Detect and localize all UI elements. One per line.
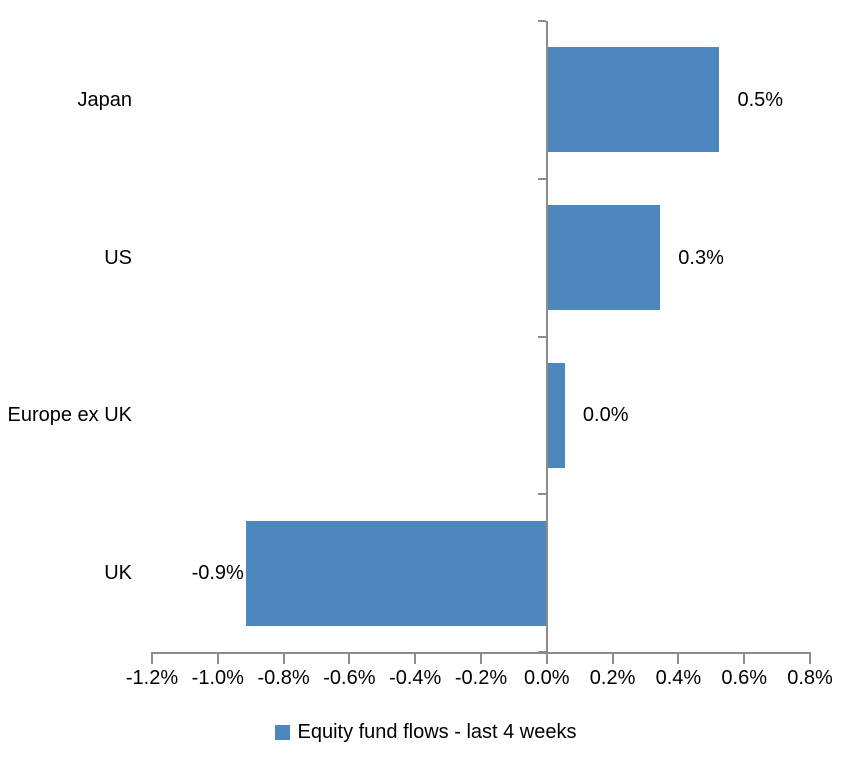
category-label-europe-ex-uk: Europe ex UK: [7, 404, 132, 427]
x-tick-label: 0.2%: [589, 667, 636, 689]
legend-label: Equity fund flows - last 4 weeks: [297, 721, 577, 743]
category-tick: [537, 493, 546, 496]
data-label-uk: -0.9%: [191, 562, 244, 585]
x-tick: [151, 654, 153, 664]
category-tick: [537, 20, 546, 22]
x-tick-label: -1.0%: [191, 667, 244, 689]
category-tick: [537, 335, 546, 338]
x-tick: [348, 654, 351, 664]
category-axis-line: [545, 21, 548, 652]
x-tick: [677, 654, 680, 664]
category-label-uk: UK: [104, 562, 132, 585]
x-tick-label: -0.8%: [257, 667, 310, 689]
x-tick-label: -1.2%: [125, 667, 179, 689]
legend: Equity fund flows - last 4 weeks: [0, 718, 852, 746]
bar-japan: [546, 47, 720, 153]
bar-europe-ex-uk: [546, 362, 565, 468]
x-tick: [611, 654, 614, 664]
x-tick-label: 0.6%: [721, 667, 767, 689]
x-tick: [545, 654, 548, 664]
x-tick-label: -0.6%: [323, 667, 376, 689]
category-tick: [537, 651, 546, 653]
bar-uk: [245, 520, 547, 626]
data-label-europe-ex-uk: 0.0%: [582, 404, 629, 427]
category-tick: [537, 177, 546, 180]
bar-us: [546, 205, 661, 311]
x-tick: [216, 654, 219, 664]
x-tick-label: -0.4%: [389, 667, 442, 689]
x-tick: [480, 654, 482, 664]
category-label-us: US: [104, 246, 132, 269]
data-label-us: 0.3%: [678, 246, 724, 269]
x-tick-label: 0.4%: [655, 667, 702, 689]
legend-swatch: [275, 724, 291, 740]
x-tick: [282, 654, 285, 664]
category-label-japan: Japan: [77, 88, 133, 111]
x-tick-label: 0.8%: [787, 667, 833, 689]
x-tick-label: 0.0%: [524, 667, 570, 689]
x-tick: [414, 654, 417, 664]
x-tick-label: -0.2%: [454, 667, 508, 689]
value-axis-line: [151, 652, 811, 654]
x-tick: [809, 654, 811, 664]
x-tick: [743, 654, 746, 664]
data-label-japan: 0.5%: [737, 88, 784, 111]
